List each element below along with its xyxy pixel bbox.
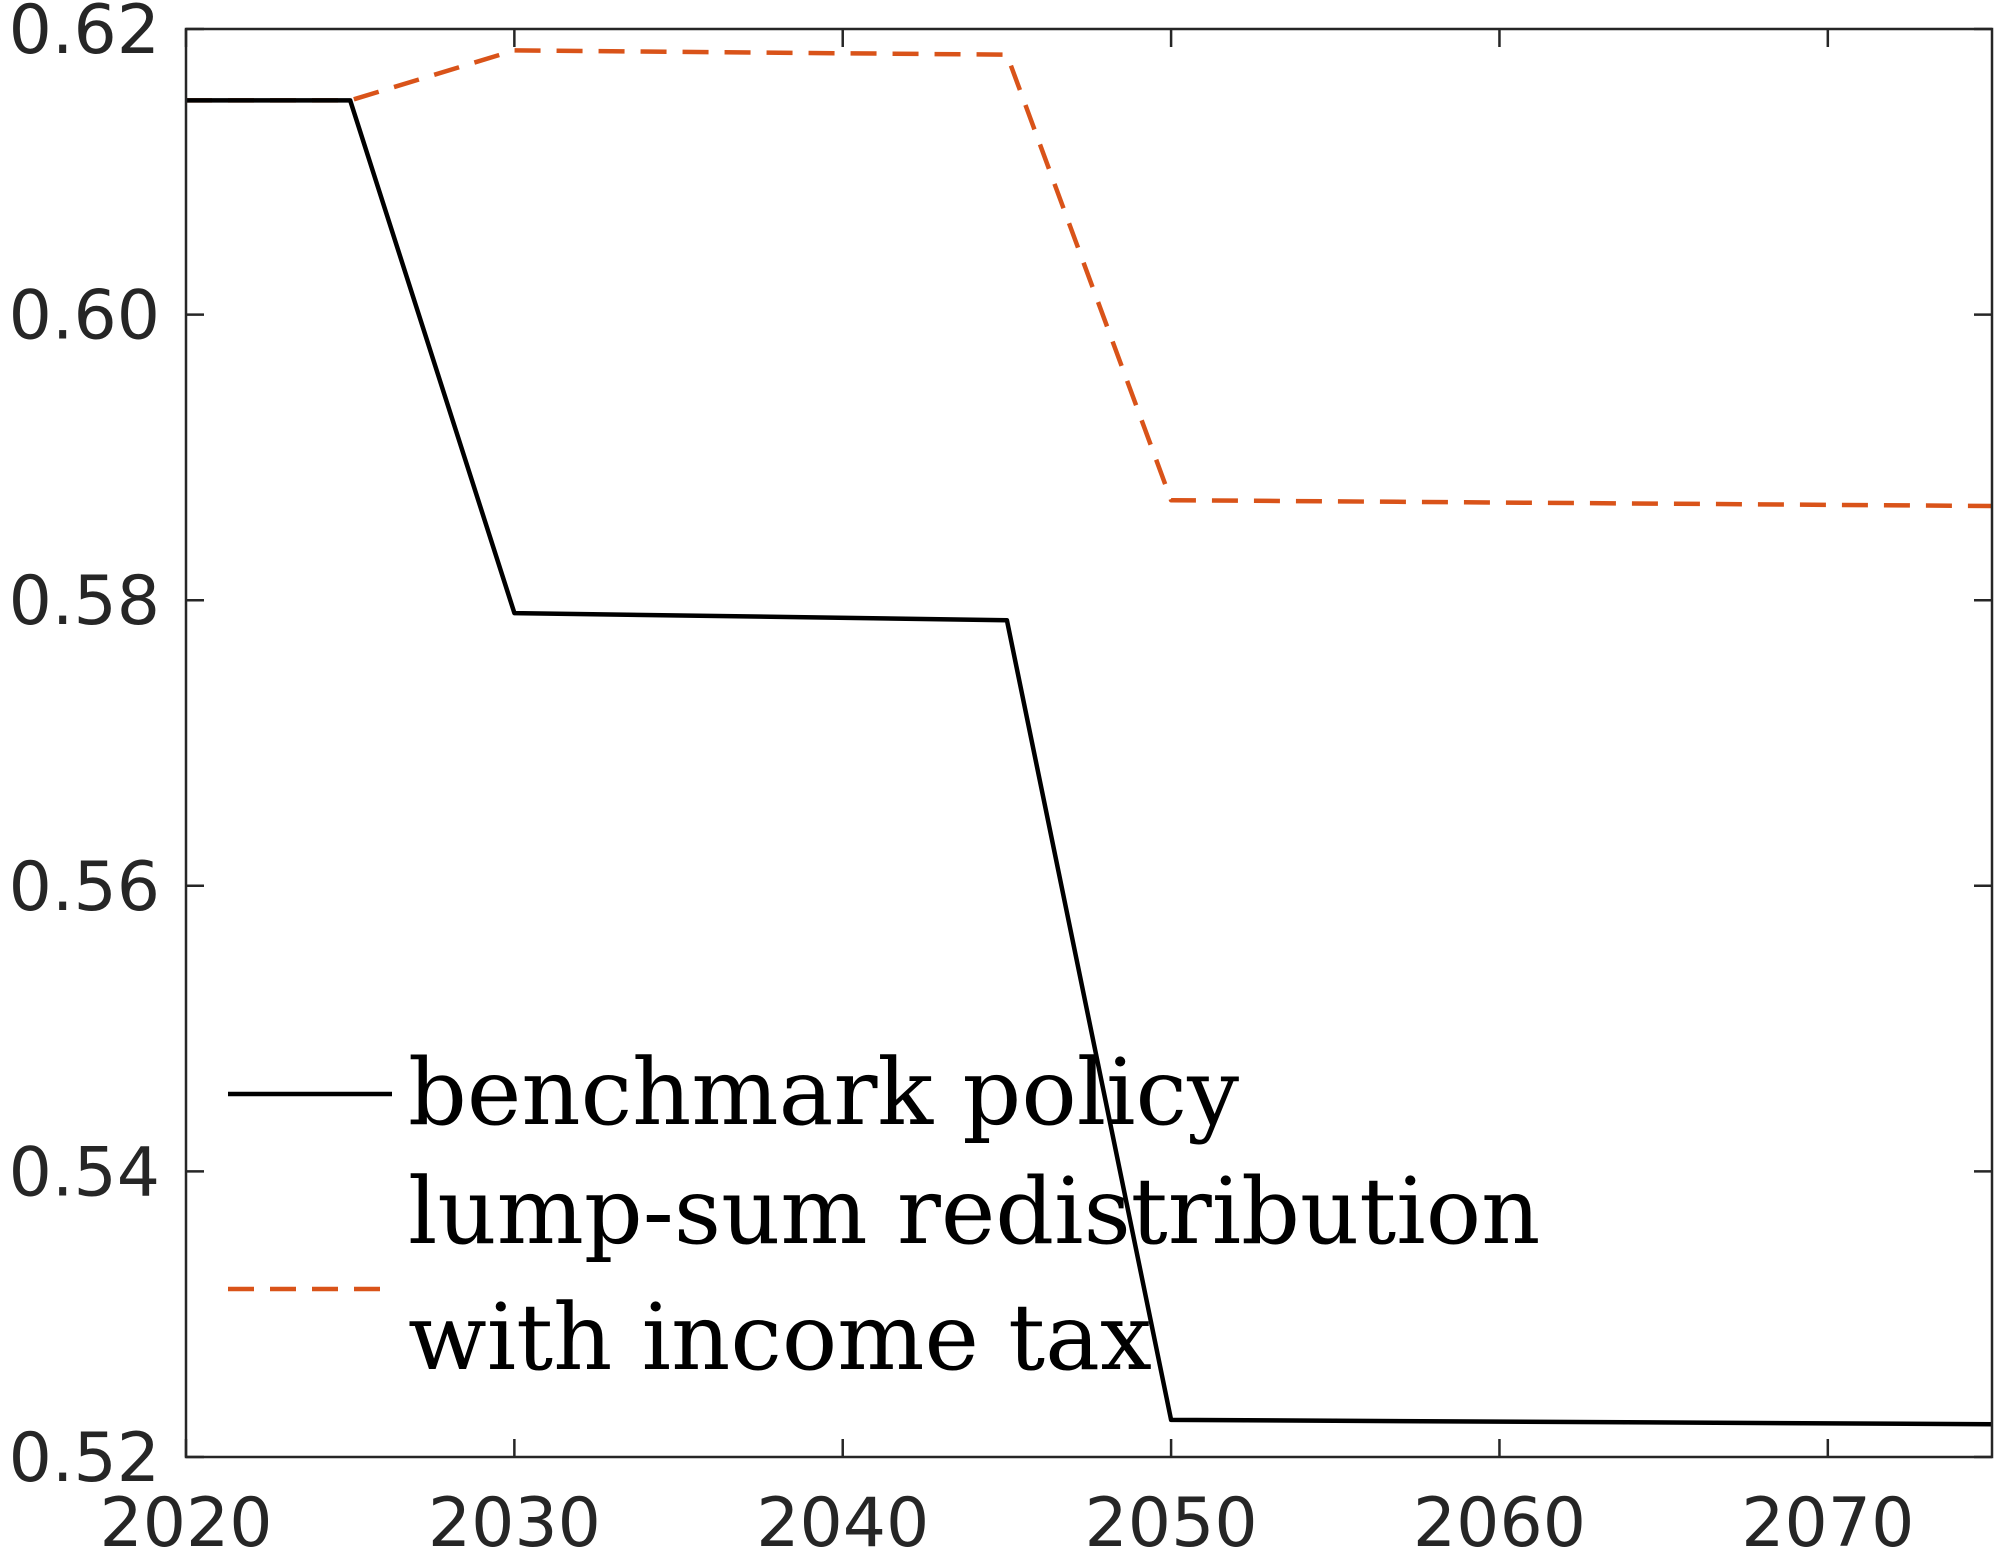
legend-label-lump-sum-line-2: with income tax [408, 1284, 1152, 1391]
x-tick-label-2040: 2040 [756, 1484, 929, 1554]
x-tick-label-2060: 2060 [1413, 1484, 1586, 1554]
plot-frame [184, 27, 1994, 1459]
y-tick-label-0.56: 0.56 [9, 848, 160, 927]
y-tick-label-0.60: 0.60 [9, 277, 160, 356]
legend: benchmark policy lump-sum redistribution… [228, 1039, 1540, 1391]
series-layer [186, 48, 1993, 1427]
series-line-benchmark-policy [186, 98, 1993, 1427]
x-tick-label-2050: 2050 [1085, 1484, 1258, 1554]
y-tick-label-0.62: 0.62 [9, 0, 160, 70]
y-tick-label-0.58: 0.58 [9, 562, 160, 641]
x-tick-label-2020: 2020 [99, 1484, 272, 1554]
x-tick-label-2030: 2030 [428, 1484, 601, 1554]
legend-label-lump-sum-line-1: lump-sum redistribution [408, 1158, 1540, 1265]
y-tick-label-0.52: 0.52 [9, 1419, 160, 1498]
x-tick-label-2070: 2070 [1741, 1484, 1914, 1554]
y-tick-label-0.54: 0.54 [9, 1133, 160, 1212]
ticks-layer: 2020 2030 2040 2050 2060 2070 0.52 0.54 0.56 0.58… [9, 0, 1992, 1554]
legend-label-benchmark-policy: benchmark policy [408, 1039, 1239, 1146]
